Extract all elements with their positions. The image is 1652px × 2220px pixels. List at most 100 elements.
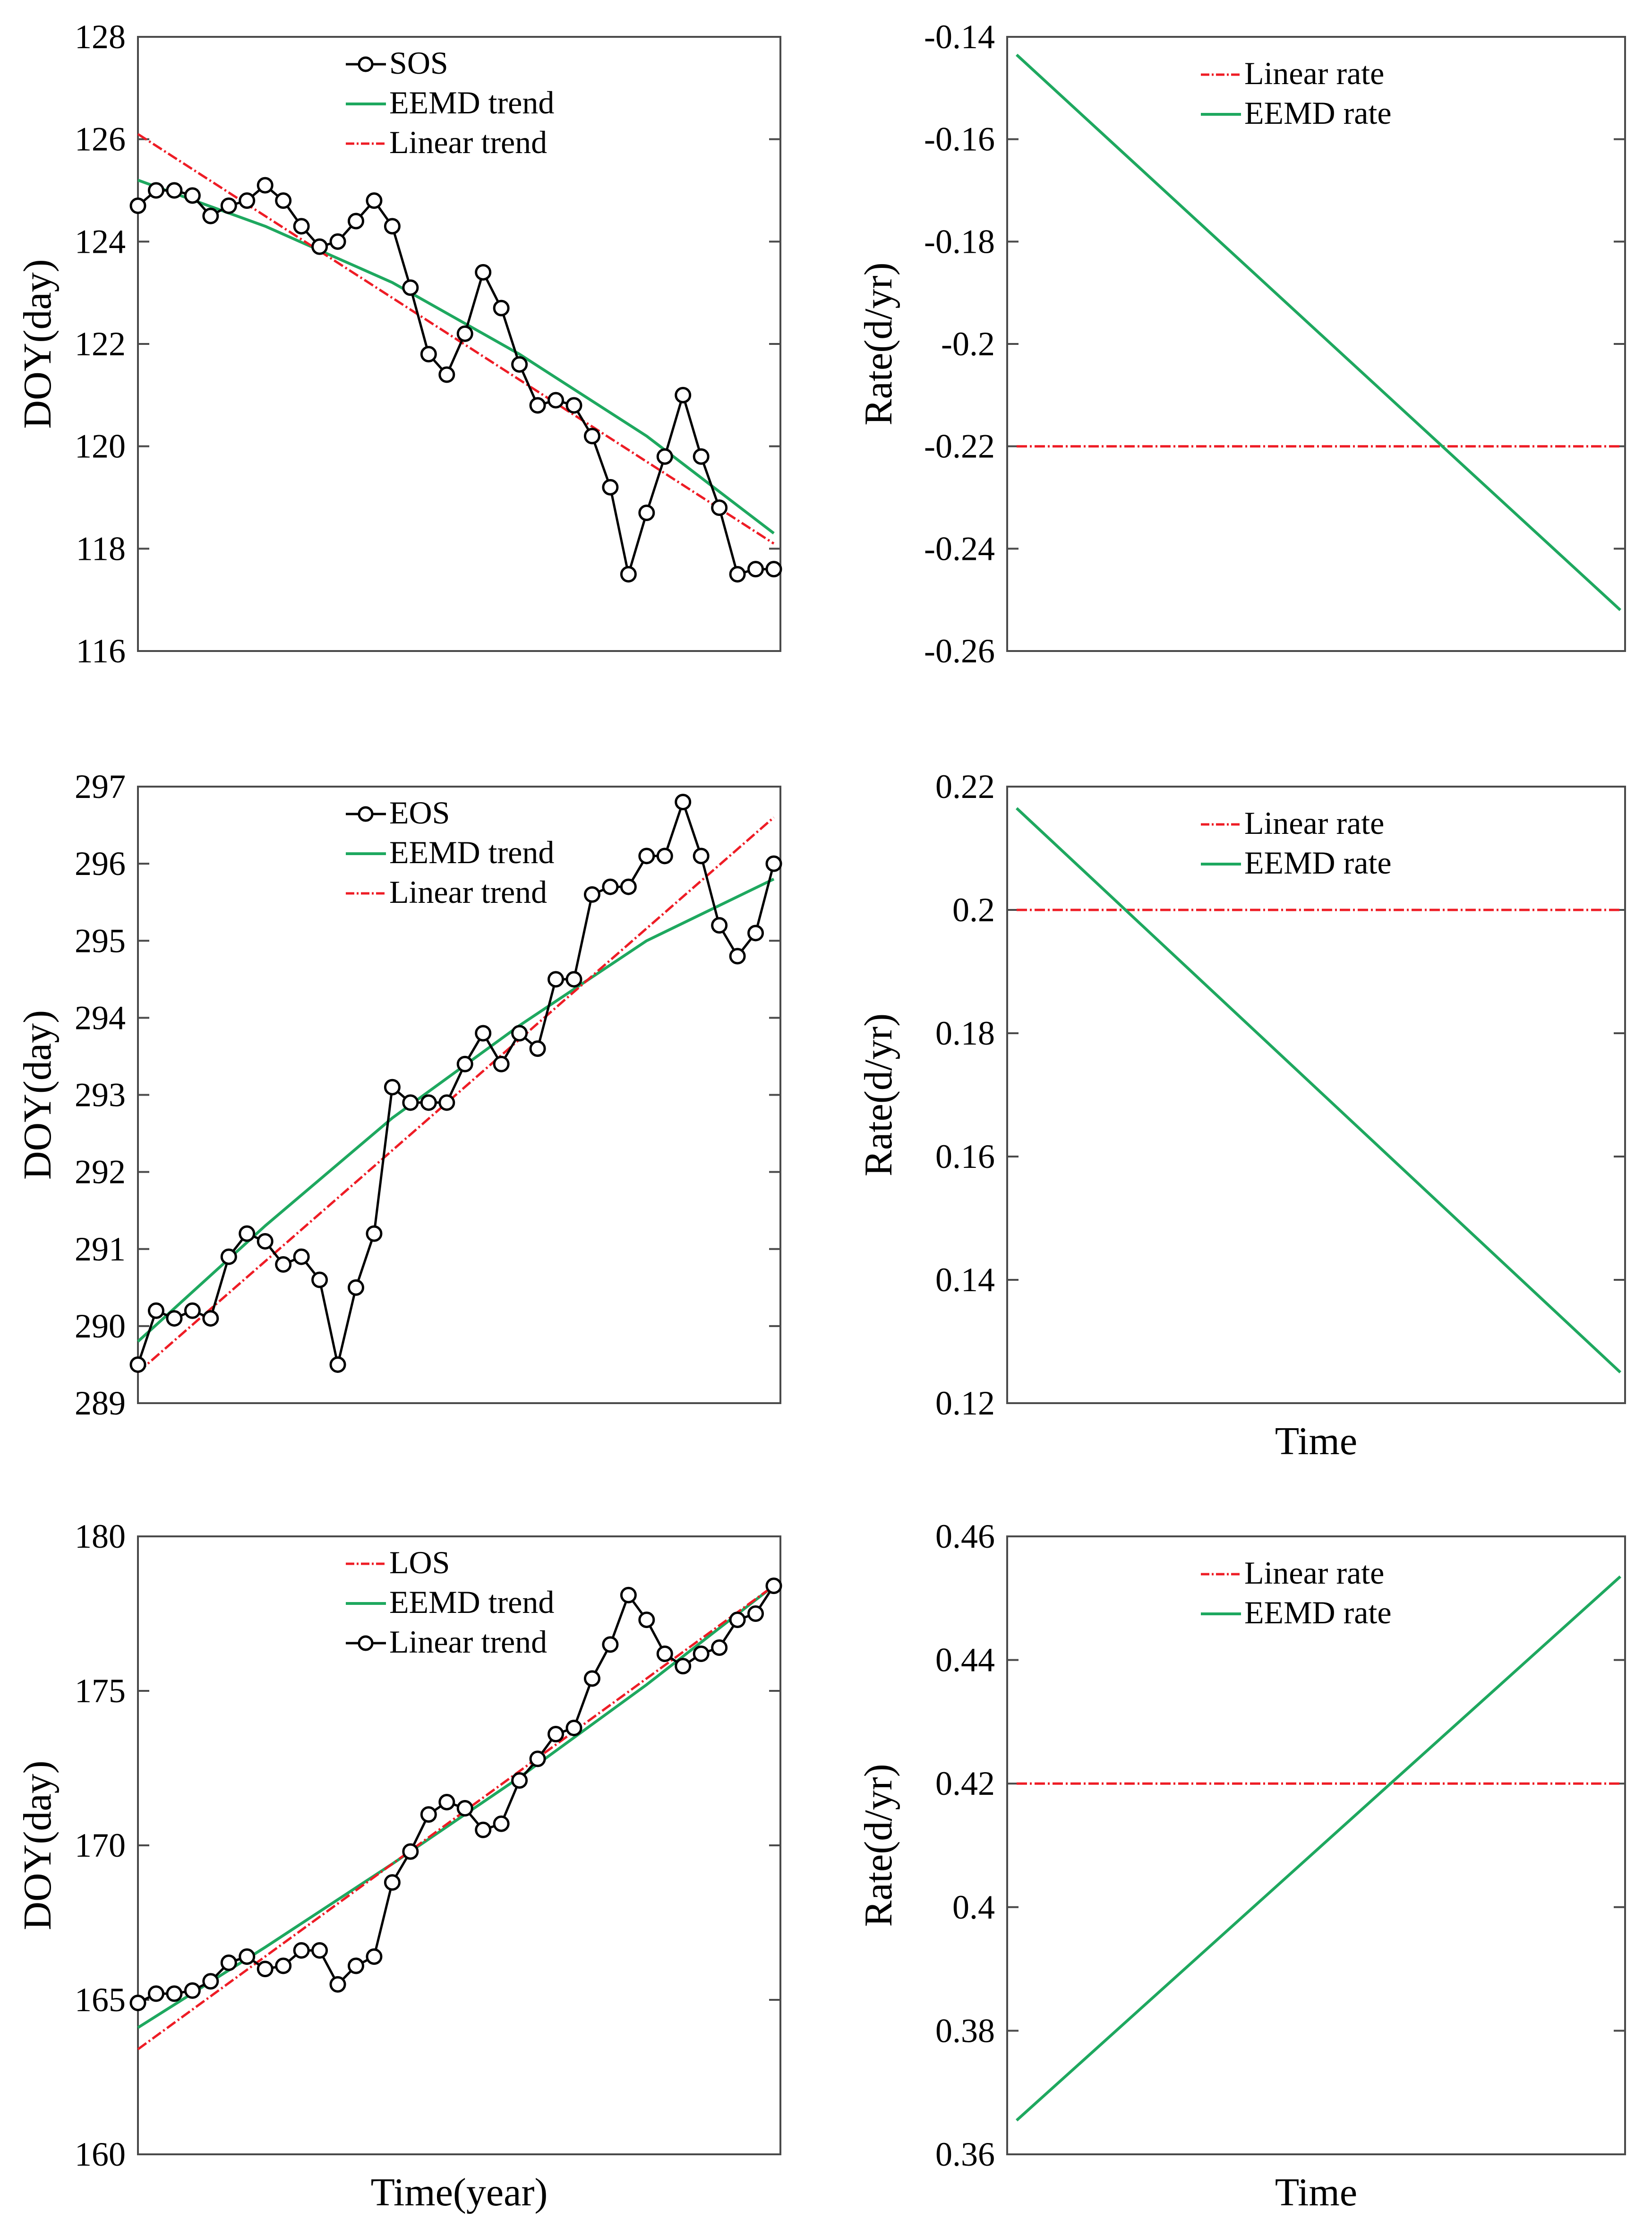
- y-tick-label: 120: [75, 428, 126, 465]
- data-point: [583, 1670, 600, 1687]
- data-point: [675, 1658, 692, 1675]
- data-point: [583, 428, 600, 445]
- data-point: [347, 1279, 364, 1296]
- x-axis-label: Time: [1275, 2170, 1357, 2214]
- series-line-eemd: [1015, 807, 1622, 1373]
- data-point: [548, 971, 565, 988]
- data-point: [493, 300, 510, 317]
- data-point: [765, 561, 782, 578]
- y-tick-label: 294: [75, 999, 126, 1037]
- data-point: [438, 1793, 455, 1810]
- data-point: [166, 1310, 183, 1327]
- data-point: [565, 1719, 582, 1736]
- y-tick-label: 0.2: [952, 891, 995, 929]
- data-point: [202, 1310, 219, 1327]
- legend-label: Linear rate: [1244, 1555, 1384, 1591]
- data-point: [366, 1225, 383, 1242]
- data-point: [711, 1639, 728, 1656]
- legend-marker: [358, 1635, 374, 1651]
- y-tick-label: 296: [75, 845, 126, 883]
- data-point: [602, 878, 619, 895]
- y-tick-label: 0.46: [935, 1517, 995, 1555]
- data-point: [239, 192, 256, 209]
- data-point: [620, 878, 637, 895]
- data-point: [711, 499, 728, 516]
- data-point: [293, 1248, 310, 1265]
- data-point: [184, 1302, 201, 1319]
- data-point: [456, 1800, 473, 1817]
- data-point: [438, 1094, 455, 1111]
- data-point: [529, 397, 546, 414]
- series-line-linear: [137, 1585, 775, 2050]
- series-line-linear: [137, 133, 775, 545]
- data-point: [366, 192, 383, 209]
- data-point: [548, 1726, 565, 1743]
- data-point: [220, 197, 237, 214]
- y-tick-label: 297: [75, 768, 126, 806]
- data-point: [675, 386, 692, 403]
- data-point: [166, 1985, 183, 2002]
- data-point: [420, 346, 437, 363]
- data-point: [729, 566, 746, 583]
- data-point: [275, 192, 292, 209]
- data-point: [548, 392, 565, 409]
- legend-label: Linear rate: [1244, 55, 1384, 91]
- data-point: [638, 1611, 655, 1629]
- data-point: [166, 182, 183, 199]
- data-point: [456, 1055, 473, 1072]
- y-tick-label: 175: [75, 1672, 126, 1710]
- y-tick-label: 180: [75, 1517, 126, 1555]
- data-point: [293, 1942, 310, 1959]
- data-point: [565, 971, 582, 988]
- y-axis-label: Rate(d/yr): [856, 1764, 900, 1927]
- data-point: [511, 1025, 528, 1042]
- plot-frame: [1006, 786, 1626, 1404]
- y-tick-label: -0.14: [924, 18, 995, 56]
- y-axis-label: Rate(d/yr): [856, 1013, 900, 1176]
- data-point: [656, 448, 673, 465]
- data-point: [239, 1948, 256, 1965]
- legend-label: EEMD rate: [1244, 1594, 1392, 1630]
- plot-frame: [1006, 1535, 1626, 2155]
- legend-label: Linear rate: [1244, 805, 1384, 841]
- data-point: [747, 1605, 764, 1622]
- legend-label: LOS: [389, 1544, 450, 1580]
- data-point: [347, 1957, 364, 1974]
- data-point: [420, 1806, 437, 1823]
- y-tick-label: -0.16: [924, 120, 995, 158]
- data-point: [583, 886, 600, 903]
- data-point: [147, 182, 164, 199]
- legend-label: Linear trend: [389, 1624, 547, 1660]
- x-axis-label: Time: [1275, 1419, 1357, 1463]
- legend-label: EEMD trend: [389, 85, 554, 120]
- chart-eos-trend: 289 290 291 292 293 294 295 296 297 DOY(day) EOSEE…: [16, 768, 782, 1422]
- y-tick-label: -0.18: [924, 223, 995, 260]
- data-point: [729, 1611, 746, 1629]
- y-axis-label: Rate(d/yr): [856, 262, 900, 425]
- y-tick-label: 160: [75, 2135, 126, 2173]
- chart-los-rate: 0.36 0.38 0.4 0.42 0.44 0.46 Rate(d/yr) Time Lin…: [856, 1517, 1626, 2214]
- data-point: [257, 1961, 274, 1978]
- data-point: [711, 917, 728, 934]
- data-point: [620, 1586, 637, 1603]
- data-point: [511, 356, 528, 373]
- data-point: [311, 1271, 328, 1288]
- data-point: [257, 1233, 274, 1250]
- data-point: [529, 1040, 546, 1057]
- data-point: [402, 279, 419, 296]
- y-tick-label: -0.24: [924, 530, 995, 567]
- data-point: [765, 1577, 782, 1594]
- y-tick-label: 170: [75, 1826, 126, 1864]
- legend-label: EEMD trend: [389, 1584, 554, 1620]
- y-tick-label: 116: [76, 632, 126, 670]
- data-point: [693, 448, 710, 465]
- data-point: [402, 1843, 419, 1860]
- y-tick-label: 122: [75, 325, 126, 363]
- series-line-eemd: [1015, 53, 1622, 611]
- data-point: [329, 1976, 346, 1993]
- data-point: [493, 1055, 510, 1072]
- data-point: [656, 848, 673, 865]
- data-point: [638, 505, 655, 521]
- data-point: [656, 1646, 673, 1663]
